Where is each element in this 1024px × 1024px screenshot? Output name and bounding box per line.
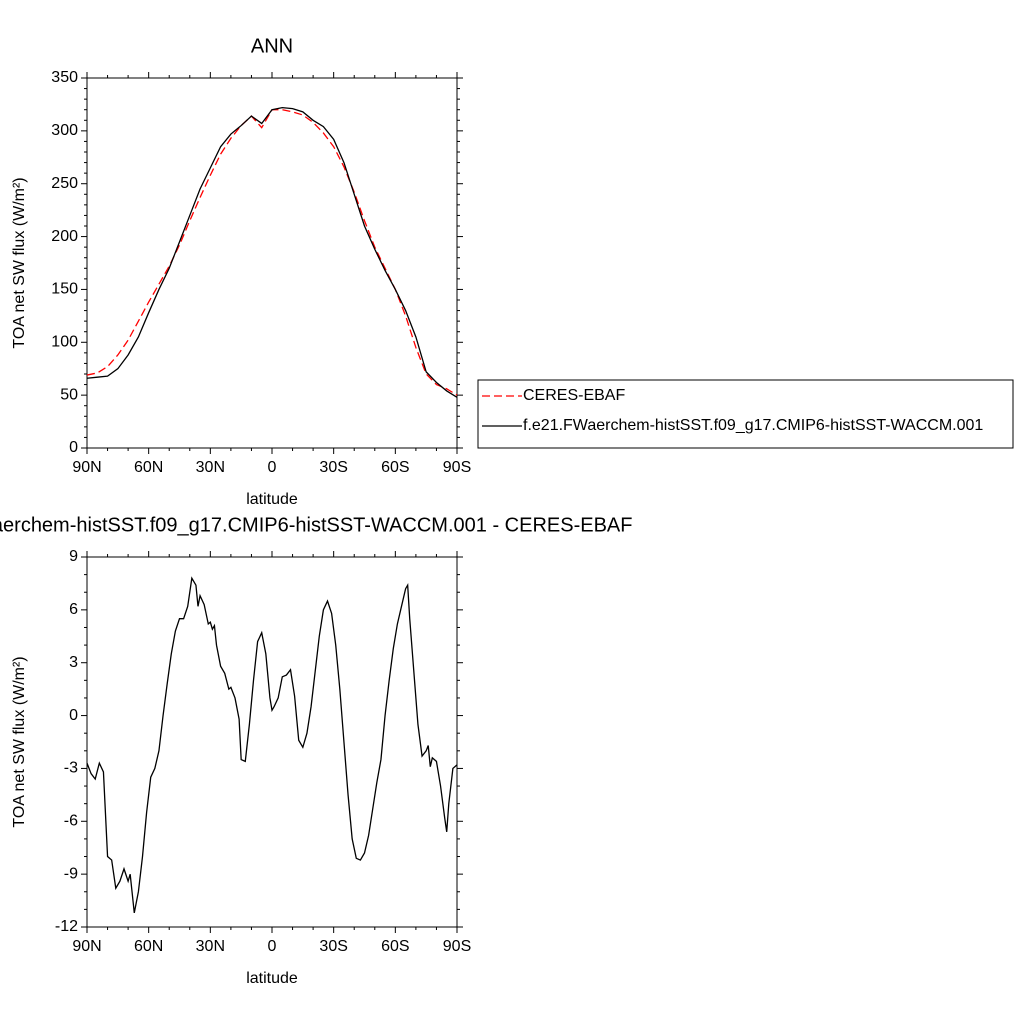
- y-tick-label: 0: [69, 439, 78, 456]
- data-line: [86, 106, 458, 398]
- x-tick-label: 30N: [196, 938, 225, 955]
- chart-title: ANN: [251, 35, 293, 57]
- y-axis-label: TOA net SW flux (W/m²): [11, 656, 28, 827]
- y-tick-label: -12: [55, 918, 78, 935]
- y-tick-label: -9: [64, 865, 78, 882]
- x-tick-label: 0: [268, 459, 277, 476]
- y-tick-label: 0: [69, 707, 78, 724]
- plot-frame: [86, 556, 458, 928]
- y-tick-label: 100: [51, 334, 78, 351]
- x-tick-label: 30S: [319, 938, 347, 955]
- data-line: [86, 109, 458, 396]
- y-tick-label: 3: [69, 654, 78, 671]
- y-tick-label: 350: [51, 69, 78, 86]
- y-tick-label: 300: [51, 122, 78, 139]
- x-tick-label: 90N: [72, 938, 101, 955]
- x-tick-label: 60N: [134, 938, 163, 955]
- x-axis-label: latitude: [246, 970, 298, 987]
- y-tick-label: -6: [64, 813, 78, 830]
- x-tick-label: 90S: [443, 459, 471, 476]
- x-tick-label: 30S: [319, 459, 347, 476]
- legend-box: [477, 379, 1014, 449]
- y-tick-label: 50: [60, 386, 78, 403]
- plot-frame: [86, 77, 458, 449]
- x-tick-label: 90N: [72, 459, 101, 476]
- x-tick-label: 30N: [196, 459, 225, 476]
- legend-label: f.e21.FWaerchem-histSST.f09_g17.CMIP6-hi…: [523, 417, 983, 434]
- y-tick-label: -3: [64, 760, 78, 777]
- y-axis-label: TOA net SW flux (W/m²): [11, 177, 28, 348]
- y-tick-label: 250: [51, 175, 78, 192]
- y-tick-label: 9: [69, 548, 78, 565]
- x-axis-label: latitude: [246, 491, 298, 508]
- x-tick-label: 60S: [381, 938, 409, 955]
- x-tick-label: 0: [268, 938, 277, 955]
- data-line: [86, 576, 458, 914]
- legend-label: CERES-EBAF: [523, 387, 625, 404]
- x-tick-label: 60N: [134, 459, 163, 476]
- y-tick-label: 200: [51, 228, 78, 245]
- y-tick-label: 6: [69, 601, 78, 618]
- x-tick-label: 90S: [443, 938, 471, 955]
- x-tick-label: 60S: [381, 459, 409, 476]
- y-tick-label: 150: [51, 281, 78, 298]
- chart-title: f.e21.FWaerchem-histSST.f09_g17.CMIP6-hi…: [0, 514, 632, 536]
